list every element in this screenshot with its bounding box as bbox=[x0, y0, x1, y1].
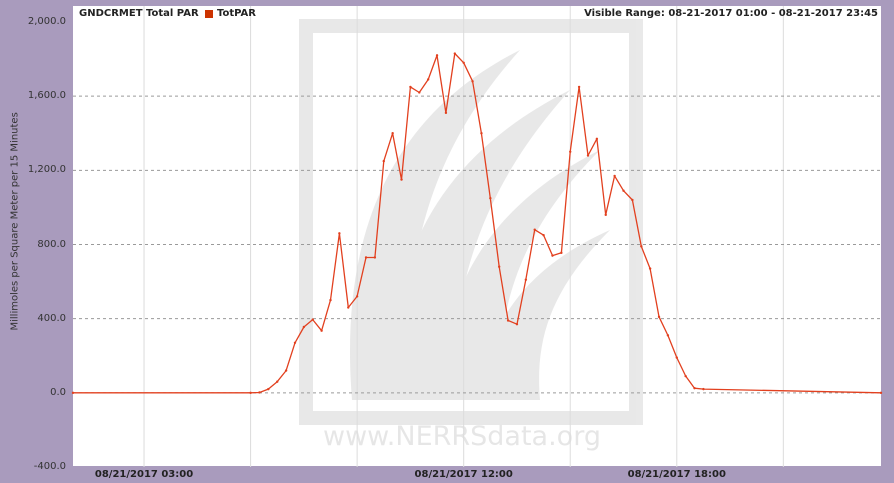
data-point[interactable] bbox=[311, 318, 314, 321]
x-tick-label: 08/21/2017 18:00 bbox=[627, 469, 726, 480]
data-point[interactable] bbox=[435, 54, 439, 57]
data-point[interactable] bbox=[613, 174, 616, 178]
data-point[interactable] bbox=[302, 325, 306, 329]
data-point[interactable] bbox=[471, 80, 474, 83]
data-point[interactable] bbox=[693, 386, 696, 390]
data-point[interactable] bbox=[444, 111, 448, 115]
data-point[interactable] bbox=[560, 251, 563, 255]
data-point[interactable] bbox=[684, 374, 687, 378]
y-tick-label: 400.0 bbox=[37, 312, 66, 324]
data-point[interactable] bbox=[879, 391, 883, 395]
data-point[interactable] bbox=[329, 298, 332, 302]
data-point[interactable] bbox=[640, 245, 643, 248]
data-point[interactable] bbox=[577, 85, 581, 89]
y-tick-label: 1,200.0 bbox=[27, 164, 66, 176]
y-tick-label: 2,000.0 bbox=[27, 16, 66, 27]
legend-label: TotPAR bbox=[217, 8, 256, 19]
nerrs-watermark: www.NERRSdata.org bbox=[299, 19, 643, 452]
data-point[interactable] bbox=[702, 387, 705, 391]
data-point[interactable] bbox=[604, 213, 607, 217]
data-point[interactable] bbox=[622, 189, 625, 192]
data-point[interactable] bbox=[506, 319, 510, 322]
chart-title: GNDCRMET Total PAR bbox=[79, 8, 199, 19]
series-line-totpar[interactable] bbox=[73, 52, 882, 394]
data-point[interactable] bbox=[586, 154, 590, 157]
data-point[interactable] bbox=[453, 52, 457, 55]
data-point[interactable] bbox=[284, 369, 288, 372]
data-point[interactable] bbox=[551, 254, 554, 257]
plot-area bbox=[73, 6, 881, 466]
data-point[interactable] bbox=[675, 356, 678, 359]
data-point[interactable] bbox=[355, 295, 359, 298]
data-point[interactable] bbox=[648, 267, 652, 270]
series-layer bbox=[71, 52, 883, 395]
y-tick-label: 1,600.0 bbox=[27, 90, 66, 102]
data-point[interactable] bbox=[569, 150, 572, 153]
data-point[interactable] bbox=[320, 329, 323, 332]
legend-item-totpar[interactable]: TotPAR bbox=[205, 8, 256, 19]
data-point[interactable] bbox=[533, 228, 536, 231]
data-point[interactable] bbox=[595, 137, 599, 141]
data-point[interactable] bbox=[666, 334, 670, 337]
legend-swatch bbox=[205, 9, 213, 18]
data-point[interactable] bbox=[267, 387, 270, 391]
data-point[interactable] bbox=[480, 132, 483, 135]
data-point[interactable] bbox=[364, 256, 368, 259]
y-tick-label: -400.0 bbox=[33, 461, 66, 472]
data-point[interactable] bbox=[338, 232, 341, 235]
data-point[interactable] bbox=[258, 391, 261, 394]
data-point[interactable] bbox=[71, 391, 75, 395]
data-point[interactable] bbox=[400, 178, 403, 181]
y-tick-label: 0.0 bbox=[50, 386, 66, 398]
y-tick-label: 800.0 bbox=[37, 238, 66, 250]
data-point[interactable] bbox=[515, 323, 519, 326]
data-point[interactable] bbox=[373, 256, 377, 259]
data-point[interactable] bbox=[249, 391, 252, 395]
watermark-text: www.NERRSdata.org bbox=[323, 421, 601, 452]
x-tick-label: 08/21/2017 12:00 bbox=[414, 469, 513, 480]
data-point[interactable] bbox=[542, 234, 545, 237]
data-point[interactable] bbox=[489, 196, 492, 200]
data-point[interactable] bbox=[347, 306, 350, 309]
data-point[interactable] bbox=[276, 380, 279, 383]
data-point[interactable] bbox=[418, 91, 421, 94]
x-tick-label: 08/21/2017 03:00 bbox=[94, 469, 194, 480]
data-point[interactable] bbox=[631, 198, 634, 202]
data-point[interactable] bbox=[462, 61, 465, 64]
data-point[interactable] bbox=[524, 278, 528, 281]
visible-range-label: Visible Range: 08-21-2017 01:00 - 08-21-… bbox=[584, 8, 878, 19]
data-point[interactable] bbox=[426, 78, 430, 81]
data-point[interactable] bbox=[409, 85, 412, 89]
data-point[interactable] bbox=[497, 265, 501, 268]
data-point[interactable] bbox=[293, 341, 297, 344]
data-point[interactable] bbox=[382, 159, 385, 163]
y-axis-label: Millimoles per Square Meter per 15 Minut… bbox=[9, 112, 21, 331]
data-point[interactable] bbox=[657, 315, 661, 319]
data-point[interactable] bbox=[391, 132, 394, 135]
